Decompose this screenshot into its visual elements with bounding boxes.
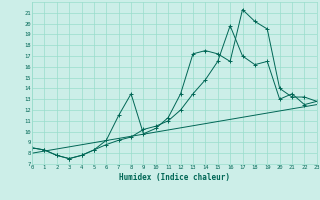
X-axis label: Humidex (Indice chaleur): Humidex (Indice chaleur) (119, 173, 230, 182)
